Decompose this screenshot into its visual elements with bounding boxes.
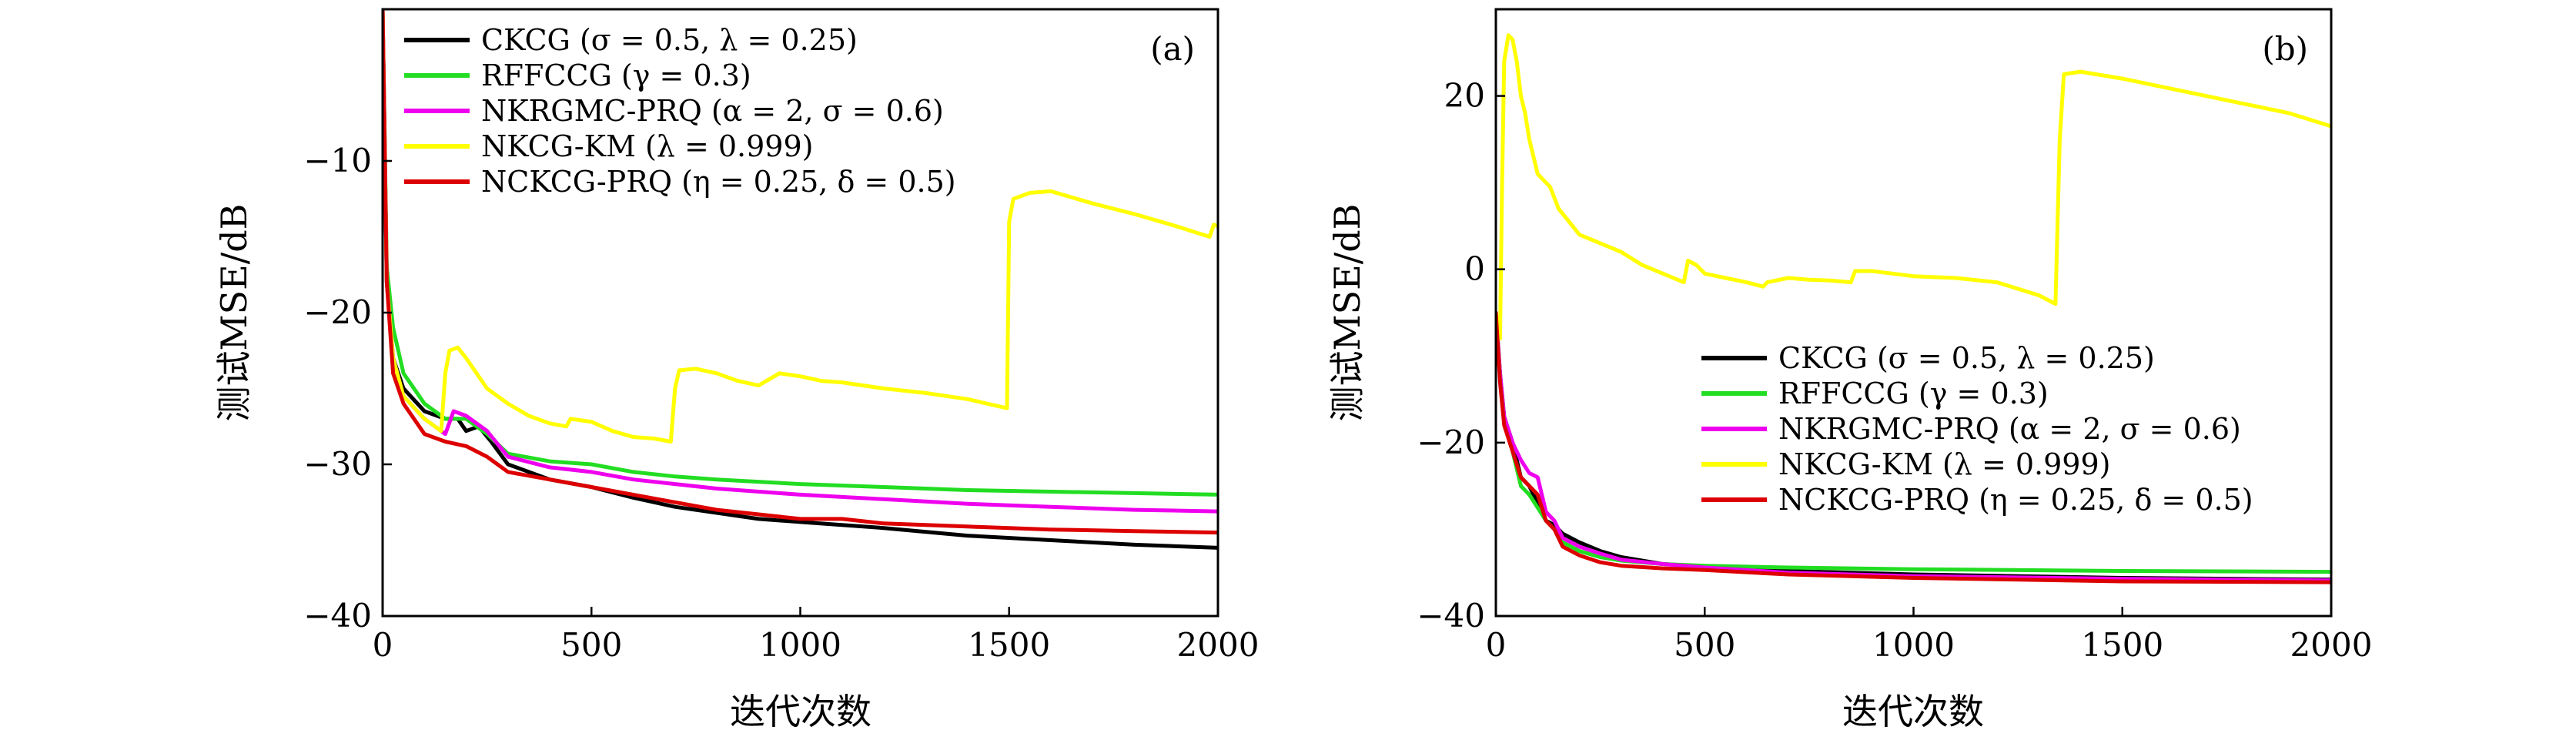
panel-b-xtick-label-1000: 1000 [1872,626,1955,664]
panel-b-ytick-label--20: −20 [1417,424,1485,461]
panel-a-ytick-label--20: −20 [303,293,372,331]
panel-b: 0 500 1000 1500 2000 −40 −20 0 20 (b) 迭代次数 测试MSE… [1326,8,2372,732]
panel-a-ylabel: 测试MSE/dB [213,204,255,422]
panel-b-xlabel: 迭代次数 [1842,691,1984,732]
panel-b-legend-label-3: NKCG-KM (λ = 0.999) [1778,447,2111,481]
panel-a-xtick-label-500: 500 [560,626,622,664]
panel-b-legend-label-2: NKRGMC-PRQ (α = 2, σ = 0.6) [1778,412,2241,446]
panel-b-xtick-label-500: 500 [1674,626,1735,664]
panel-b-legend-label-4: NCKCG-PRQ (η = 0.25, δ = 0.5) [1778,483,2253,517]
panel-a-legend-label-3: NKCG-KM (λ = 0.999) [481,129,814,163]
panel-a-ytick-label--10: −10 [303,142,372,179]
panel-a-series [383,9,1218,550]
panel-b-ylabel: 测试MSE/dB [1326,204,1368,422]
panel-a-legend-label-4: NCKCG-PRQ (η = 0.25, δ = 0.5) [481,165,956,199]
panel-b-ytick-label-20: 20 [1444,77,1485,115]
panel-b-series [1496,33,2331,584]
panel-a-xtick-label-1000: 1000 [759,626,841,664]
panel-a-series-line-4 [383,9,1218,535]
panel-a-xtick-label-0: 0 [373,626,393,664]
panel-b-xtick-label-2000: 2000 [2290,626,2373,664]
panel-b-xtick-label-0: 0 [1486,626,1507,664]
panel-a-xlabel: 迭代次数 [730,691,871,732]
panel-a-ytick-label--30: −30 [303,445,372,483]
panel-b-legend-label-0: CKCG (σ = 0.5, λ = 0.25) [1778,341,2155,375]
panel-a-tag: (a) [1150,30,1195,68]
panel-a-legend: CKCG (σ = 0.5, λ = 0.25)RFFCCG (γ = 0.3)… [404,23,956,199]
panel-a-legend-label-1: RFFCCG (γ = 0.3) [481,59,751,92]
panel-a-ytick-label--40: −40 [303,597,372,635]
panel-a: 0 500 1000 1500 2000 −40 −30 −20 −10 (a) 迭代次数 测试… [213,8,1259,732]
panel-a-legend-label-0: CKCG (σ = 0.5, λ = 0.25) [481,23,858,57]
panel-a-ticks: 0 500 1000 1500 2000 −40 −30 −20 −10 [303,142,1259,664]
panel-a-series-line-1 [383,9,1218,497]
panel-b-xtick-label-1500: 1500 [2081,626,2163,664]
panel-b-plot-frame [1494,8,2333,618]
panel-b-series-line-4 [1496,310,2331,584]
panel-b-ytick-label--40: −40 [1417,597,1485,635]
panel-b-series-line-3 [1496,33,2331,341]
panel-b-ticks: 0 500 1000 1500 2000 −40 −20 0 20 [1417,77,2372,664]
panel-b-legend-label-1: RFFCCG (γ = 0.3) [1778,377,2049,410]
panel-b-ytick-label-0: 0 [1464,250,1485,288]
panel-a-xtick-label-1500: 1500 [968,626,1050,664]
panel-a-xtick-label-2000: 2000 [1177,626,1260,664]
panel-a-legend-label-2: NKRGMC-PRQ (α = 2, σ = 0.6) [481,94,944,128]
panel-b-legend: CKCG (σ = 0.5, λ = 0.25)RFFCCG (γ = 0.3)… [1701,341,2253,517]
panel-b-tag: (b) [2262,30,2308,68]
panel-a-series-line-3 [383,9,1218,444]
